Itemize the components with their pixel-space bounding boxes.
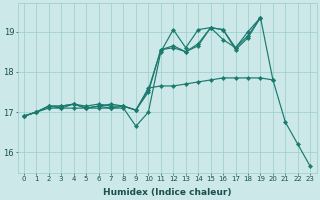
X-axis label: Humidex (Indice chaleur): Humidex (Indice chaleur) xyxy=(103,188,231,197)
